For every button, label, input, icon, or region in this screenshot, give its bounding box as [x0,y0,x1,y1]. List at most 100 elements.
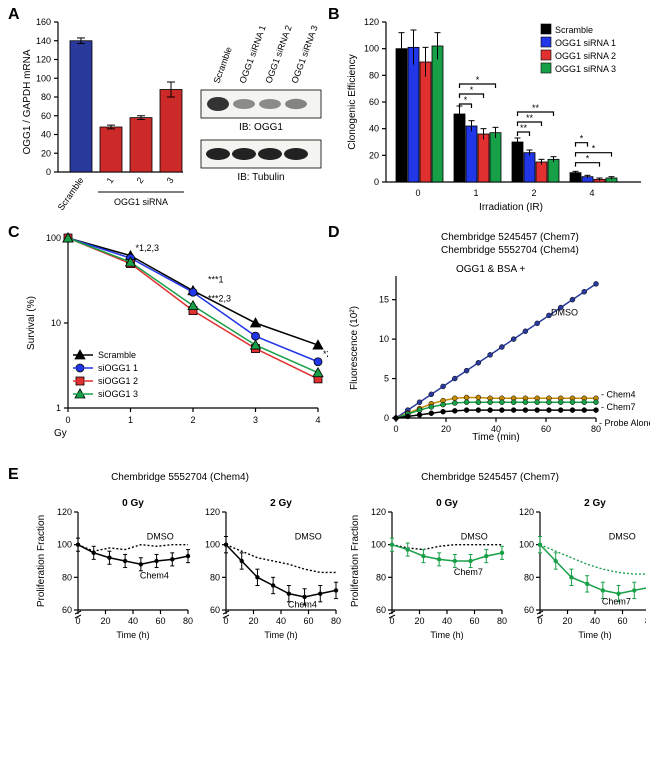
svg-text:DMSO: DMSO [147,531,174,541]
svg-text:20: 20 [369,150,379,160]
svg-text:40: 40 [369,124,379,134]
svg-text:40: 40 [41,130,51,140]
legend-label: OGG1 siRNA 3 [555,64,616,74]
svg-text:**: ** [520,123,528,133]
svg-text:60: 60 [62,605,72,615]
svg-text:DMSO: DMSO [295,531,322,541]
panel-B-xlabel: Irradiation (IR) [479,202,543,213]
svg-text:Proliferation Fraction: Proliferation Fraction [350,515,361,607]
svg-text:100: 100 [364,44,379,54]
svg-text:Time (h): Time (h) [116,630,149,640]
svg-text:80: 80 [331,616,341,626]
svg-text:20: 20 [562,616,572,626]
blot-ib-ogg1: IB: OGG1 [239,122,283,133]
svg-text:80: 80 [497,616,507,626]
blot-band [284,148,308,160]
svg-text:*: * [592,144,596,154]
svg-text:1: 1 [56,403,61,413]
svg-text:60: 60 [303,616,313,626]
svg-text:*: * [476,75,480,85]
svg-text:Time (h): Time (h) [578,630,611,640]
panel-A-ylabel: OGG1 / GAPDH mRNA [22,49,33,154]
blot-band [233,99,255,109]
svg-text:2: 2 [135,175,146,185]
svg-text:0: 0 [65,415,70,425]
svg-text:120: 120 [519,507,534,517]
panel-B-ylabel: Clonogenic Efficiency [347,54,358,149]
svg-text:0: 0 [75,616,80,626]
svg-text:*1,2,3: *1,2,3 [136,243,160,253]
panel-E-right-title: Chembridge 5245457 (Chem7) [421,472,559,483]
blot-ib-tubulin: IB: Tubulin [237,172,284,183]
svg-text:0: 0 [389,616,394,626]
bar [536,162,547,182]
legend-label: siOGG1 2 [98,376,138,386]
subplot: 6080100120020406080Time (h)2 GyDMSOChem7 [519,498,646,640]
blot-band [258,148,282,160]
subplot: 6080100120020406080Time (h)0 GyDMSOChem7… [350,498,507,640]
svg-text:120: 120 [371,507,386,517]
bar [524,153,535,182]
svg-text:100: 100 [46,233,61,243]
svg-text:60: 60 [541,424,551,434]
panel-A-barchart: OGG1 / GAPDH mRNA 020406080100120140160 … [18,12,193,212]
svg-text:Time (h): Time (h) [264,630,297,640]
svg-text:Chem7: Chem7 [454,567,483,577]
panel-C-xlabel: Gy [54,428,67,439]
svg-text:120: 120 [205,507,220,517]
svg-text:0: 0 [537,616,542,626]
panel-D-title2: Chembridge 5552704 (Chem4) [441,245,579,256]
svg-text:10: 10 [379,334,389,344]
svg-text:120: 120 [57,507,72,517]
panel-D-title1: Chembridge 5245457 (Chem7) [441,232,579,243]
fluor-line [396,410,596,418]
blot-band [206,148,230,160]
svg-text:0 Gy: 0 Gy [436,498,458,509]
svg-text:Chem7: Chem7 [602,596,631,606]
svg-text:5: 5 [384,374,389,384]
svg-text:2: 2 [531,188,536,198]
svg-text:*: * [470,85,474,95]
svg-text:60: 60 [524,605,534,615]
svg-text:40: 40 [442,616,452,626]
panel-D-ylabel: Fluorescence (10²) [349,306,360,390]
series-label: - Probe Alone [599,418,650,428]
svg-text:0: 0 [415,188,420,198]
svg-text:***1: ***1 [208,274,224,284]
bar [478,134,489,182]
series-label: - Chem4 [601,389,636,399]
prolif-line [392,545,502,561]
bar [160,90,182,173]
series-label: DMSO [551,307,578,317]
svg-text:60: 60 [210,605,220,615]
svg-text:60: 60 [376,605,386,615]
blot-band [259,99,281,109]
blot-band [285,99,307,109]
svg-text:20: 20 [441,424,451,434]
svg-text:**: ** [526,113,534,123]
svg-text:60: 60 [469,616,479,626]
svg-text:DMSO: DMSO [609,531,636,541]
svg-text:120: 120 [364,17,379,27]
svg-text:2 Gy: 2 Gy [584,498,606,509]
svg-text:15: 15 [379,295,389,305]
svg-text:20: 20 [414,616,424,626]
svg-text:100: 100 [36,73,51,83]
panel-label-D: D [328,224,340,242]
panel-E: Chembridge 5552704 (Chem4) Chembridge 52… [10,466,646,766]
bar [396,49,407,182]
legend-label: Scramble [555,25,593,35]
svg-text:4: 4 [589,188,594,198]
svg-text:40: 40 [590,616,600,626]
svg-text:0: 0 [384,413,389,423]
svg-text:0: 0 [223,616,228,626]
svg-text:0 Gy: 0 Gy [122,498,144,509]
svg-text:Chem4: Chem4 [140,570,169,580]
svg-text:60: 60 [617,616,627,626]
svg-text:0: 0 [393,424,398,434]
bar [70,41,92,172]
svg-text:*: * [586,154,590,164]
svg-text:1: 1 [105,175,116,185]
svg-text:4: 4 [315,415,320,425]
bar [570,173,581,182]
